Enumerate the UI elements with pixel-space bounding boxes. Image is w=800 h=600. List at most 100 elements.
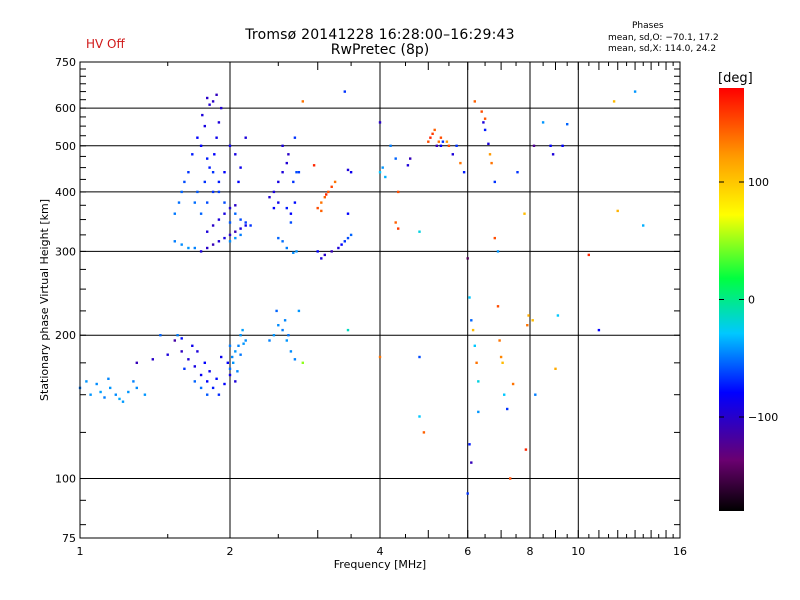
data-point — [285, 161, 288, 165]
data-point — [418, 230, 421, 233]
data-point — [217, 190, 221, 194]
data-point — [285, 246, 288, 250]
data-point — [287, 153, 290, 156]
data-point — [283, 319, 287, 322]
data-point — [499, 355, 503, 359]
data-point — [211, 190, 215, 194]
data-point — [471, 328, 475, 332]
data-point — [206, 380, 209, 383]
data-point — [208, 103, 211, 106]
data-point — [487, 142, 490, 145]
data-point — [217, 180, 221, 184]
data-point — [433, 128, 436, 132]
data-point — [406, 164, 410, 167]
data-point — [239, 353, 242, 356]
data-point — [524, 448, 528, 451]
data-point — [272, 190, 276, 194]
data-point — [301, 100, 304, 103]
data-point — [242, 342, 245, 345]
data-point — [541, 121, 545, 124]
data-point — [281, 144, 284, 147]
data-point — [587, 253, 590, 257]
x-tick-label: 2 — [227, 545, 234, 558]
data-point — [180, 350, 183, 353]
data-point — [203, 124, 206, 128]
data-point — [237, 344, 240, 347]
data-point — [211, 386, 215, 390]
data-point — [244, 221, 247, 224]
data-point — [285, 206, 288, 210]
x-tick-label: 16 — [673, 545, 687, 558]
data-point — [211, 100, 215, 103]
data-point — [316, 250, 319, 253]
data-point — [493, 236, 496, 240]
data-point — [470, 461, 473, 464]
data-point — [549, 144, 552, 147]
data-point — [228, 240, 232, 243]
data-point — [183, 180, 186, 184]
phase-stat-x-mode: mean, sd,X: 114.0, 24.2 — [608, 44, 717, 54]
data-point — [223, 382, 226, 386]
data-point — [196, 136, 199, 139]
data-point — [496, 305, 500, 308]
data-point — [208, 166, 211, 169]
data-point — [437, 140, 440, 143]
data-point — [237, 180, 240, 184]
data-point — [534, 393, 537, 396]
data-point — [289, 221, 293, 224]
data-point — [193, 246, 196, 250]
data-point — [480, 110, 483, 113]
data-point — [217, 240, 221, 243]
data-point — [132, 380, 135, 383]
data-point — [223, 171, 226, 174]
data-point — [203, 180, 206, 184]
data-point — [394, 221, 397, 224]
data-point — [597, 328, 601, 332]
data-point — [429, 136, 432, 139]
data-point — [320, 209, 323, 213]
data-point — [490, 161, 493, 165]
data-point — [223, 212, 226, 215]
data-point — [99, 390, 102, 394]
x-tick-label: 1 — [77, 545, 84, 558]
data-point — [277, 180, 280, 184]
data-point — [215, 136, 218, 139]
data-point — [477, 380, 480, 383]
data-point — [211, 171, 215, 174]
data-point — [439, 144, 443, 147]
x-tick-label: 8 — [527, 545, 534, 558]
data-point — [523, 212, 526, 215]
data-point — [330, 250, 333, 253]
data-point — [234, 230, 237, 233]
data-point — [215, 377, 218, 380]
data-point — [346, 328, 350, 332]
data-point — [135, 361, 138, 364]
data-point — [532, 144, 536, 147]
data-point — [527, 314, 530, 317]
data-point — [203, 361, 206, 364]
data-point — [206, 393, 209, 396]
data-point — [211, 224, 215, 227]
data-point — [121, 400, 125, 403]
data-point — [228, 233, 232, 237]
data-point — [236, 370, 239, 373]
data-point — [213, 153, 216, 156]
data-point — [176, 334, 179, 337]
data-point — [292, 251, 295, 254]
y-tick-label: 750 — [55, 56, 76, 69]
data-point — [346, 168, 350, 172]
data-point — [232, 361, 235, 364]
colorbar-unit-label: [deg] — [718, 71, 753, 86]
data-point — [320, 201, 323, 204]
data-point — [228, 344, 232, 347]
data-point — [239, 233, 242, 237]
data-point — [217, 121, 221, 124]
data-point — [239, 334, 242, 337]
data-point — [498, 339, 501, 342]
data-point — [389, 144, 392, 147]
phase-stats-title: Phases — [632, 21, 664, 31]
colorbar-tick-label: 0 — [748, 294, 755, 307]
data-point — [493, 180, 496, 184]
data-point — [215, 93, 218, 96]
data-point — [159, 334, 162, 337]
